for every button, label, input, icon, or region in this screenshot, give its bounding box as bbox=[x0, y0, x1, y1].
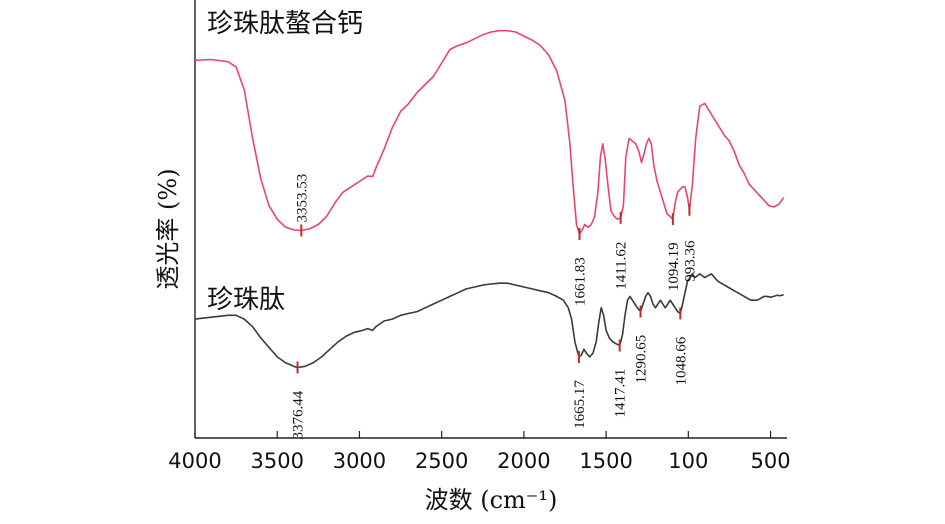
x-tick-label: 3000 bbox=[333, 449, 386, 473]
peak-label: 1661.83 bbox=[572, 257, 588, 306]
x-tick-label: 100 bbox=[668, 449, 708, 473]
series-line-2 bbox=[194, 273, 784, 369]
x-tick-label: 4000 bbox=[168, 449, 221, 473]
peak-label: 3353.53 bbox=[294, 174, 310, 223]
series-label-2: 珍珠肽 bbox=[207, 285, 285, 315]
peak-label: 1290.65 bbox=[634, 335, 650, 384]
x-axis-title: 波数 (cm⁻¹) bbox=[425, 486, 558, 514]
series-line-1 bbox=[194, 29, 785, 235]
x-tick-label: 2500 bbox=[415, 449, 468, 473]
x-tick-label: 2000 bbox=[497, 449, 550, 473]
peak-markers: 3353.53 1661.83 1411.62 1094.19 993.36 3376.4… bbox=[291, 174, 699, 440]
y-axis-title: 透光率 (%) bbox=[154, 168, 182, 289]
x-tick-label: 500 bbox=[751, 449, 791, 473]
x-tick-label: 1500 bbox=[579, 449, 632, 473]
peak-label: 1048.66 bbox=[673, 336, 689, 385]
series-layer bbox=[194, 29, 785, 369]
peak-label: 1411.62 bbox=[614, 242, 630, 290]
plot-frame bbox=[194, 0, 787, 439]
peak-label: 3376.44 bbox=[291, 390, 307, 439]
x-tick-label: 3500 bbox=[250, 449, 303, 473]
x-axis-ticks: 4000 3500 3000 2500 2000 1500 100 500 bbox=[168, 431, 791, 473]
peak-label: 1094.19 bbox=[666, 242, 682, 291]
peak-label: 1417.41 bbox=[613, 369, 629, 418]
series-label-1: 珍珠肽螯合钙 bbox=[207, 9, 363, 39]
peak-label: 993.36 bbox=[682, 240, 698, 282]
peak-label: 1665.17 bbox=[572, 380, 588, 429]
